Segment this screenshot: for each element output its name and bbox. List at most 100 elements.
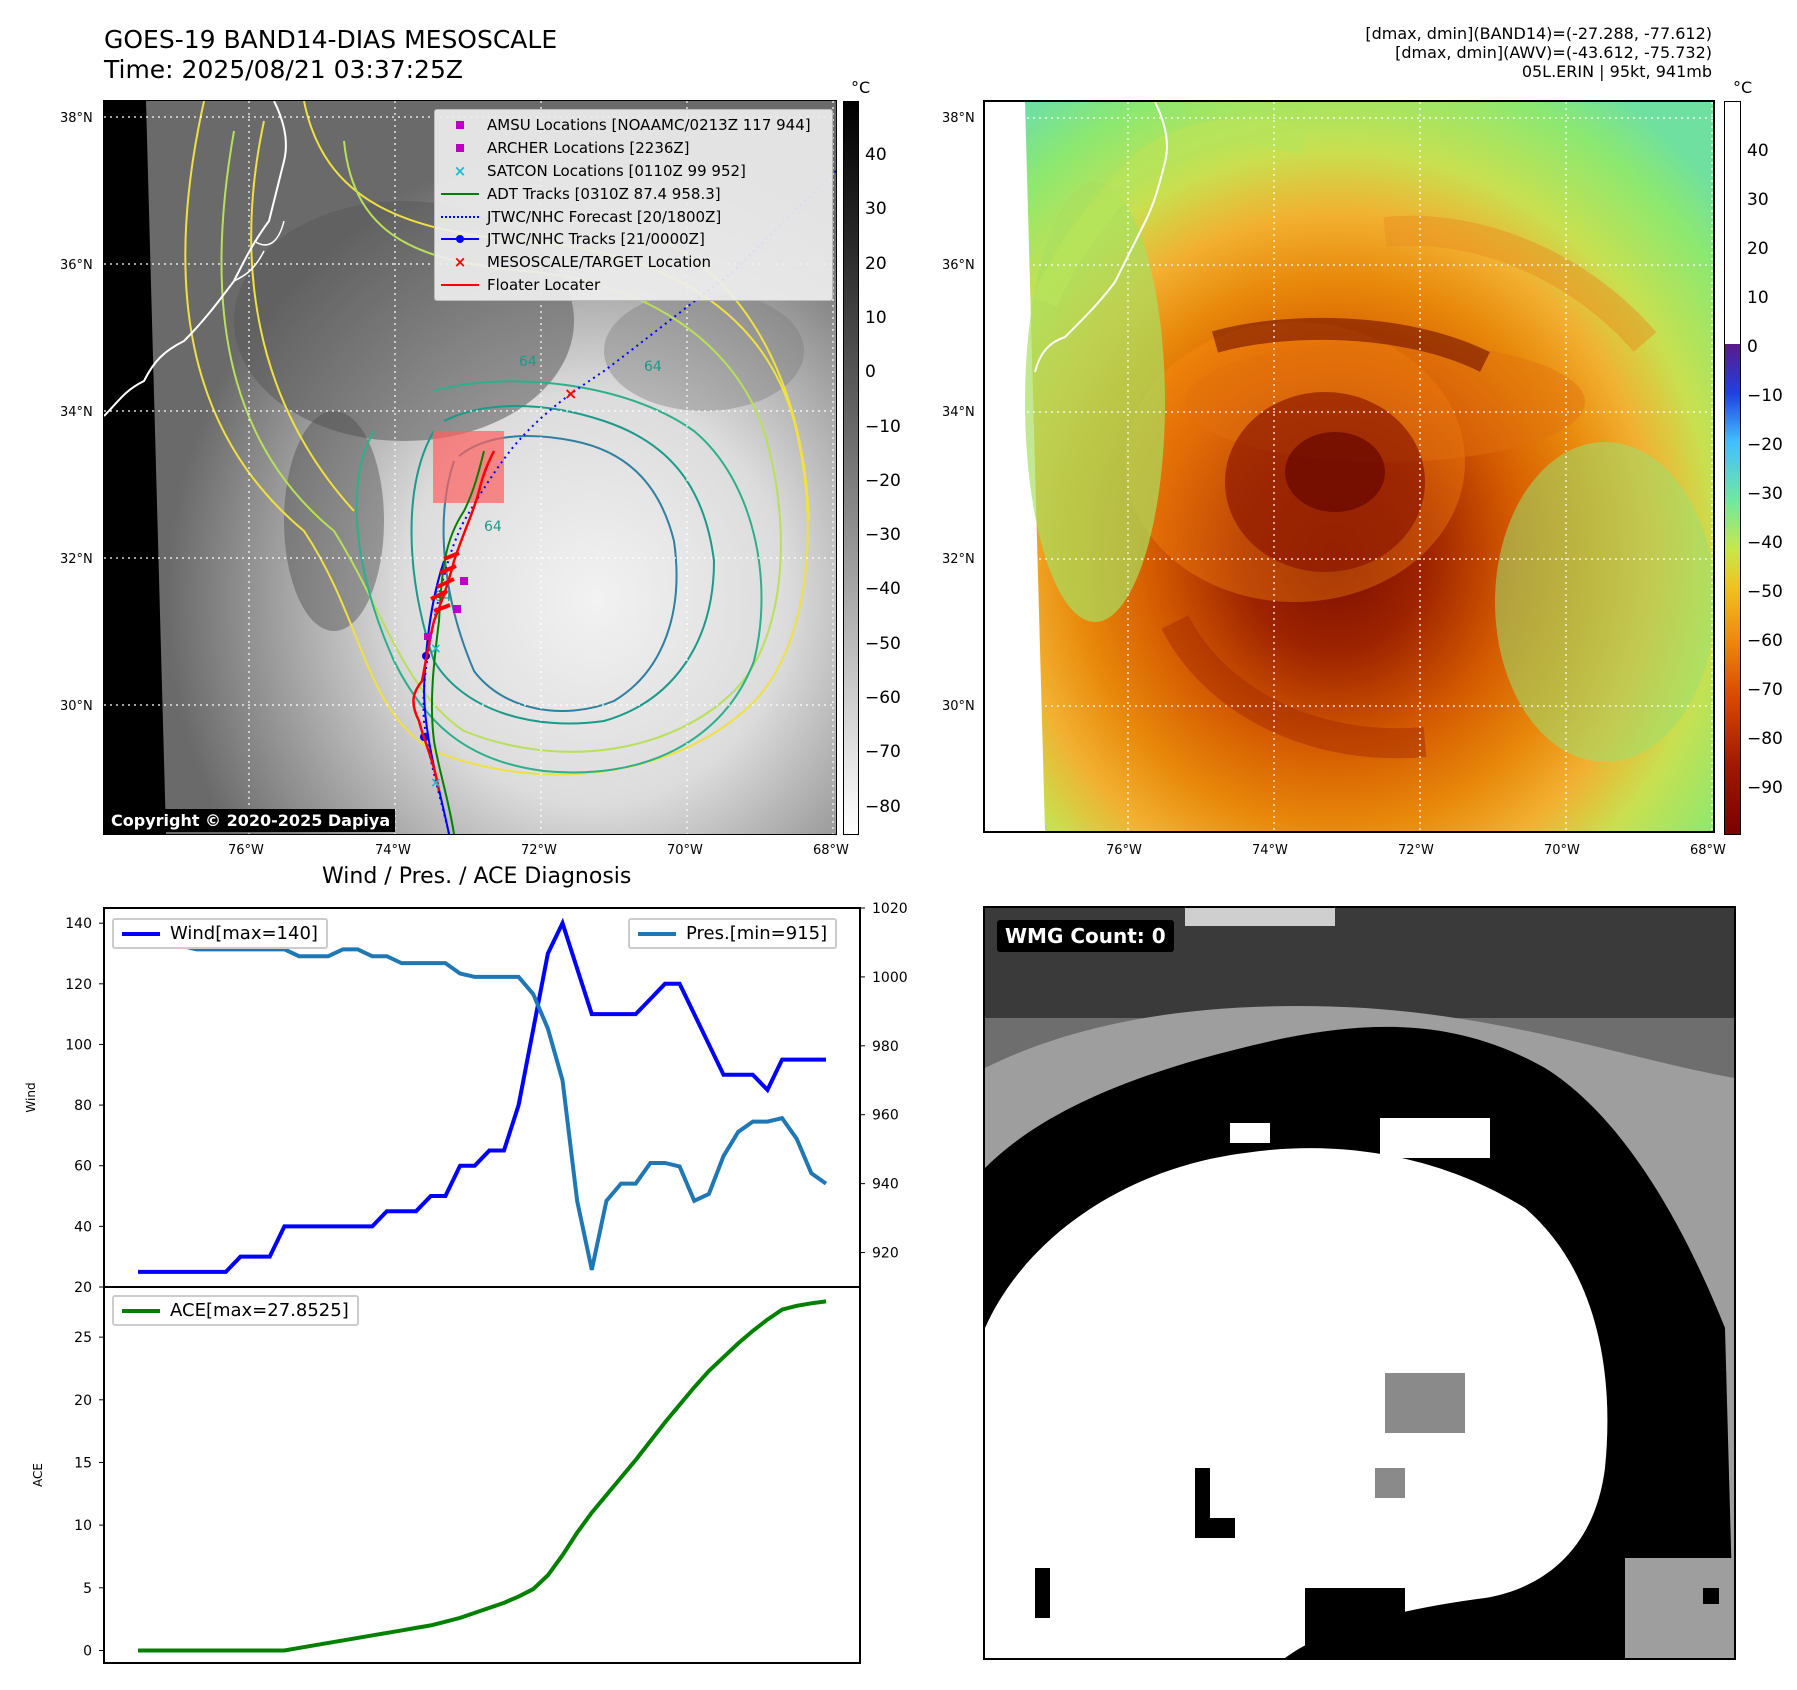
wind-tick-label: 140 <box>65 916 92 932</box>
colorbar-tick-label: −40 <box>865 579 901 600</box>
colorbar-unit: °C <box>1733 78 1753 97</box>
satcon-marker: × <box>430 775 442 791</box>
colorbar-tick-label: 0 <box>865 362 876 383</box>
colorbar-tick-label: 40 <box>1747 141 1769 161</box>
colorbar-tick-label: −60 <box>865 688 901 708</box>
colorbar-tick-label: 20 <box>1747 239 1769 259</box>
lon-label: 74°W <box>375 843 411 858</box>
colorbar-tick-label: −80 <box>865 796 901 817</box>
colorbar-tick-label: −90 <box>1747 778 1783 798</box>
colorbar-tick-label: −20 <box>1747 435 1783 455</box>
lon-label: 70°W <box>667 843 703 858</box>
lat-label: 32°N <box>60 552 93 567</box>
wind-tick-label: 60 <box>74 1159 92 1175</box>
wind-legend: Wind[max=140] <box>112 918 328 949</box>
pressure-tick-label: 980 <box>872 1039 899 1055</box>
pressure-tick-label: 1020 <box>872 901 908 917</box>
colorbar-tick-label: −70 <box>865 742 901 763</box>
adt-track <box>430 450 485 834</box>
legend-item-floater: Floater Locater <box>441 274 826 297</box>
ace-axes <box>103 1286 861 1664</box>
ace-line <box>138 1299 827 1653</box>
pressure-tick-label: 960 <box>872 1108 899 1124</box>
colorbar-tick-label: 10 <box>1747 288 1769 308</box>
colorbar-tick-label: 20 <box>865 253 887 274</box>
pressure-legend: Pres.[min=915] <box>628 918 838 949</box>
contour-label: 64 <box>644 359 662 375</box>
info-storm: 05L.ERIN | 95kt, 941mb <box>1521 62 1712 81</box>
legend-item-adt: ADT Tracks [0310Z 87.4 958.3] <box>441 182 826 205</box>
colorbar-tick-label: −80 <box>1747 729 1783 749</box>
colorbar-tick-label: −30 <box>1747 484 1783 504</box>
lon-label: 76°W <box>228 843 264 858</box>
wind-axis-label: Wind <box>24 1082 38 1112</box>
lat-label: 30°N <box>60 699 93 714</box>
lat-label: 38°N <box>60 111 93 126</box>
colorbar-tick-label: 0 <box>1747 337 1758 357</box>
colorbar-tick-label: −30 <box>865 525 901 546</box>
legend-item-amsu: AMSU Locations [NOAAMC/0213Z 117 944] <box>441 114 826 137</box>
ace-axis-label: ACE <box>31 1463 45 1487</box>
lat-label: 34°N <box>942 405 975 420</box>
ace-tick-label: 25 <box>74 1330 92 1346</box>
colorbar-tick-label: 40 <box>865 145 887 165</box>
awv-colorbar <box>1724 101 1741 835</box>
colorbar-tick-label: −50 <box>1747 582 1783 602</box>
chart-title: GOES-19 BAND14-DIAS MESOSCALE <box>104 25 558 54</box>
colorbar-tick-label: −60 <box>1747 631 1783 651</box>
colorbar-left-ticks: 40 30 20 10 0 −10 −20 −30 −40 −50 −60 −70 −80 <box>865 0 915 1690</box>
lon-label: 72°W <box>521 843 557 858</box>
ace-legend: ACE[max=27.8525] <box>112 1295 359 1326</box>
wind-tick-label: 120 <box>65 977 92 993</box>
ace-tick-label: 10 <box>74 1518 92 1534</box>
ace-tick-label: 15 <box>74 1455 92 1471</box>
wind-line <box>138 917 826 1274</box>
lat-label: 30°N <box>942 699 975 714</box>
lat-label: 32°N <box>942 552 975 567</box>
pressure-tick-label: 920 <box>872 1246 899 1262</box>
ace-tick-label: 20 <box>74 1393 92 1409</box>
legend-item-target: × MESOSCALE/TARGET Location <box>453 253 712 272</box>
legend-item-satcon: × SATCON Locations [0110Z 99 952] <box>453 161 746 180</box>
lon-label: 76°W <box>1106 843 1142 858</box>
map-legend: AMSU Locations [NOAAMC/0213Z 117 944] AR… <box>434 109 833 302</box>
chart-subtitle-time: Time: 2025/08/21 03:37:25Z <box>104 55 463 84</box>
pressure-line <box>138 923 828 1271</box>
diagnosis-chart: 2040608010012014092094096098010001020Win… <box>24 901 908 1664</box>
legend-item-archer: ARCHER Locations [2236Z] <box>441 137 826 160</box>
ir-satellite-map: 64 64 64 64 × × × AMSU L <box>103 100 837 835</box>
colorbar-unit: °C <box>851 78 871 97</box>
satcon-marker: × <box>430 641 442 657</box>
lat-label: 36°N <box>60 258 93 273</box>
colorbar-tick-label: −40 <box>1747 533 1783 553</box>
wind-tick-label: 80 <box>74 1098 92 1114</box>
pressure-tick-label: 940 <box>872 1177 899 1193</box>
forecast-track <box>422 170 836 834</box>
colorbar-right-ticks: 40 30 20 10 0 −10 −20 −30 −40 −50 −60 −70 −80 −90 <box>1747 0 1797 1690</box>
wmg-count-label: WMG Count: 0 <box>997 920 1174 952</box>
colorbar-tick-label: −20 <box>865 470 901 491</box>
archer-marker <box>453 605 461 613</box>
info-band14: [dmax, dmin](BAND14)=(-27.288, -77.612) <box>1365 24 1712 43</box>
coastline <box>1034 102 1168 373</box>
wmg-panel: WMG Count: 0 <box>983 906 1736 1660</box>
floater-track <box>412 450 496 792</box>
lat-label: 36°N <box>942 258 975 273</box>
wind-tick-label: 40 <box>74 1219 92 1235</box>
ace-tick-label: 5 <box>83 1581 92 1597</box>
archer-marker <box>424 633 431 640</box>
wind-tick-label: 100 <box>65 1037 92 1053</box>
diagnosis-title: Wind / Pres. / ACE Diagnosis <box>322 864 632 889</box>
legend-item-forecast: JTWC/NHC Forecast [20/1800Z] <box>441 205 826 228</box>
amsu-marker <box>460 577 468 585</box>
wind-pressure-axes <box>103 907 861 1288</box>
lon-label: 70°W <box>1544 843 1580 858</box>
wmg-svg <box>985 908 1734 1658</box>
legend-item-tracks: JTWC/NHC Tracks [21/0000Z] <box>441 228 826 251</box>
target-marker: × <box>564 384 577 403</box>
grayscale-colorbar <box>843 101 859 835</box>
colorbar-tick-label: 30 <box>1747 190 1769 210</box>
map-gridlines <box>985 102 1713 831</box>
lat-label: 38°N <box>942 111 975 126</box>
awv-map-svg <box>985 102 1713 831</box>
